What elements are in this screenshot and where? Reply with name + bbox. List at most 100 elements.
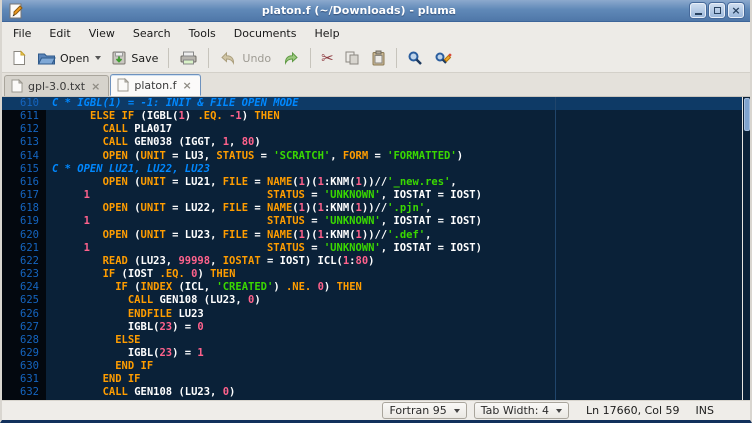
- code-line-610: 610 C * IGBL(1) = -1: INIT & FILE OPEN MO…: [2, 97, 750, 111]
- code-text: ELSE IF (IGBL(1) .EQ. -1) THEN: [89, 110, 280, 123]
- line-number: 614: [20, 149, 39, 162]
- menu-item-documents[interactable]: Documents: [233, 26, 297, 40]
- code-line-626: 626 ENDFILE LU23: [2, 308, 750, 321]
- code-text: OPEN (UNIT = LU3, STATUS = 'SCRATCH', FO…: [102, 149, 464, 162]
- paste-button[interactable]: [365, 46, 391, 70]
- line-number: 618: [20, 202, 39, 215]
- line-number: 619: [20, 215, 39, 228]
- window-controls: ×: [690, 3, 744, 18]
- cursor-position: Ln 17660, Col 59: [585, 404, 680, 417]
- code-line-632: 632 CALL GEN108 (LU23, 0): [2, 386, 750, 399]
- language-selector[interactable]: Fortran 95: [382, 402, 467, 419]
- titlebar[interactable]: platon.f (~/Downloads) - pluma ×: [2, 0, 750, 22]
- chevron-down-icon: [95, 56, 102, 60]
- code-text: IGBL(23) = 1: [52, 346, 204, 359]
- code-text: CALL GEN038 (IGGT, 1, 80): [102, 136, 261, 149]
- code-line-617: 617 1 STATUS = 'UNKNOWN', IOSTAT = IOST): [2, 189, 750, 202]
- code-line-623: 623 IF (IOST .EQ. 0) THEN: [2, 268, 750, 281]
- redo-button[interactable]: [276, 46, 305, 70]
- line-number: 631: [20, 373, 39, 386]
- toolbar: Open Save Undo ✂: [2, 44, 750, 73]
- code-text: END IF: [102, 373, 141, 386]
- find-button[interactable]: [402, 46, 429, 70]
- print-icon: [179, 50, 198, 66]
- open-icon: [37, 50, 56, 66]
- code-line-611: 611 ELSE IF (IGBL(1) .EQ. -1) THEN: [2, 110, 750, 123]
- scrollbar-thumb[interactable]: [744, 98, 750, 131]
- line-number-gutter: [2, 97, 46, 400]
- tab-close-icon[interactable]: ×: [91, 79, 101, 93]
- document-icon: [11, 79, 23, 93]
- code-line-628: 628 ELSE: [2, 334, 750, 347]
- print-button[interactable]: [174, 46, 203, 70]
- code-text: IF (IOST .EQ. 0) THEN: [102, 268, 236, 281]
- line-number: 623: [20, 268, 39, 281]
- menu-item-tools[interactable]: Tools: [188, 26, 216, 40]
- code-text: C * IGBL(1) = -1: INIT & FILE OPEN MODE: [52, 97, 299, 109]
- line-number: 628: [20, 333, 39, 346]
- line-number: 632: [20, 386, 39, 399]
- close-button[interactable]: ×: [728, 3, 744, 18]
- statusbar: Fortran 95 Tab Width: 4 Ln 17660, Col 59…: [2, 400, 750, 420]
- language-selector-label: Fortran 95: [389, 404, 447, 417]
- document-icon: [117, 78, 130, 92]
- line-number: 620: [20, 228, 39, 241]
- line-number: 627: [20, 320, 39, 333]
- open-button[interactable]: Open: [32, 46, 106, 70]
- code-line-620: 620 OPEN (UNIT = LU23, FILE = NAME(1)(1:…: [2, 229, 750, 242]
- code-line-627: 627 IGBL(23) = 0: [2, 321, 750, 334]
- code-text: CALL GEN108 (LU23, 0): [102, 386, 236, 399]
- code-editor[interactable]: 610 C * IGBL(1) = -1: INIT & FILE OPEN MO…: [2, 97, 750, 400]
- code-text: 1 STATUS = 'UNKNOWN', IOSTAT = IOST): [83, 189, 482, 202]
- code-line-614: 614 OPEN (UNIT = LU3, STATUS = 'SCRATCH'…: [2, 150, 750, 163]
- toolbar-separator: [168, 48, 170, 68]
- menu-item-file[interactable]: File: [13, 26, 32, 40]
- menu-item-help[interactable]: Help: [314, 26, 340, 40]
- line-number: 615: [20, 162, 39, 175]
- redo-icon: [281, 50, 300, 66]
- tab-close-icon[interactable]: ×: [182, 78, 192, 92]
- line-number: 613: [20, 136, 39, 149]
- code-text: OPEN (UNIT = LU21, FILE = NAME(1)(1:KNM(…: [102, 175, 457, 188]
- copy-button[interactable]: [339, 46, 365, 70]
- tab-bar: gpl-3.0.txt × platon.f ×: [2, 73, 750, 97]
- code-text: C * OPEN LU21, LU22, LU23: [52, 162, 211, 175]
- code-line-616: 616 OPEN (UNIT = LU21, FILE = NAME(1)(1:…: [2, 176, 750, 189]
- tab-gpl-3.0.txt[interactable]: gpl-3.0.txt ×: [4, 75, 110, 96]
- new-document-icon: [11, 50, 27, 66]
- code-text: ELSE: [115, 333, 141, 346]
- line-number: 621: [20, 241, 39, 254]
- menu-item-edit[interactable]: Edit: [49, 26, 71, 40]
- code-text: END IF: [115, 360, 154, 373]
- replace-button[interactable]: [429, 46, 458, 70]
- new-document-button[interactable]: [6, 46, 32, 70]
- maximize-button[interactable]: [709, 3, 725, 18]
- tab-platon.f[interactable]: platon.f ×: [110, 74, 201, 96]
- toolbar-separator: [395, 48, 397, 68]
- code-text: ENDFILE LU23: [127, 307, 204, 320]
- tab-label: platon.f: [134, 78, 177, 92]
- menu-item-search[interactable]: Search: [132, 26, 171, 40]
- code-line-630: 630 END IF: [2, 360, 750, 373]
- code-text: READ (LU23, 99998, IOSTAT = IOST) ICL(1:…: [102, 254, 375, 267]
- menu-item-view[interactable]: View: [88, 26, 115, 40]
- code-line-629: 629 IGBL(23) = 1: [2, 347, 750, 360]
- line-number: 622: [20, 254, 39, 267]
- toolbar-button-label: Open: [60, 51, 90, 65]
- tab-width-selector[interactable]: Tab Width: 4: [473, 402, 569, 419]
- cut-button[interactable]: ✂: [316, 46, 339, 70]
- save-icon: [111, 50, 127, 66]
- code-line-625: 625 CALL GEN108 (LU23, 0): [2, 294, 750, 307]
- undo-button[interactable]: Undo: [214, 46, 276, 70]
- line-number: 630: [20, 360, 39, 373]
- copy-icon: [344, 50, 360, 66]
- vertical-scrollbar[interactable]: [742, 97, 750, 400]
- chevron-down-icon: [453, 408, 460, 413]
- save-button[interactable]: Save: [106, 46, 163, 70]
- minimize-button[interactable]: [690, 3, 706, 18]
- code-line-613: 613 CALL GEN038 (IGGT, 1, 80): [2, 136, 750, 149]
- line-number: 616: [20, 175, 39, 188]
- line-number: 625: [20, 294, 39, 307]
- code-text: 1 STATUS = 'UNKNOWN', IOSTAT = IOST): [83, 241, 482, 254]
